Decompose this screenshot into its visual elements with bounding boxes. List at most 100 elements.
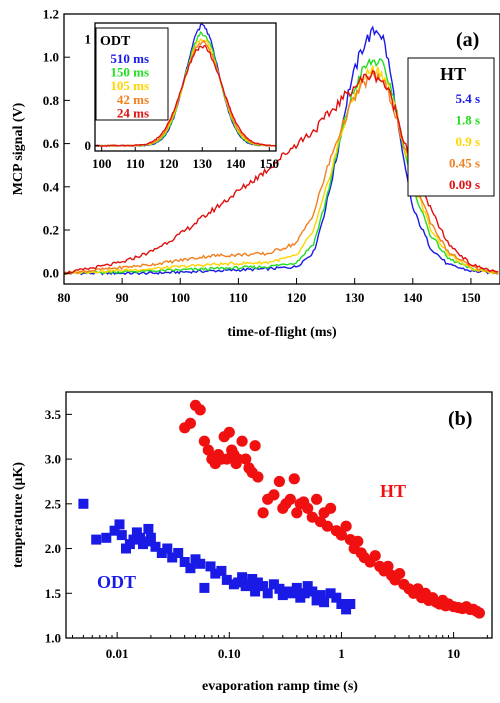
panel-a-y-tick-label: 0.8 [43,93,60,108]
odt-data-point [247,574,258,584]
odt-data-point [199,582,210,593]
inset-series-line [94,45,276,147]
ht-data-point [325,502,337,514]
inset-legend-entry: 42 ms [117,92,149,107]
ht-data-point [335,529,347,541]
ht-data-point [340,520,352,532]
odt-data-point [185,563,196,574]
odt-data-point [128,534,139,545]
ht-data-point [382,560,394,573]
panel-a-xlabel: time-of-flight (ms) [227,325,337,340]
panel-a-x-tick-label: 80 [58,290,71,305]
panel-a-ylabel: MCP signal (V) [11,102,26,195]
odt-data-point [336,599,347,609]
panel-a-legend-entry: 0.09 s [449,177,480,192]
odt-data-point [237,572,248,583]
panel-b-y-tick-label: 3.5 [45,407,62,422]
inset-legend-entry: 510 ms [110,51,149,66]
inset-series [94,23,277,148]
ht-data-point [184,417,196,429]
ht-data-point [240,453,252,465]
odt-data-point [286,588,297,599]
ht-data-point [321,520,333,532]
ht-data-point [302,502,314,514]
inset-ticks: 100 110 120 130 140 150 0 1 [85,32,280,172]
odt-data-point [140,536,151,547]
odt-data-point [210,568,221,579]
odt-data-point [311,595,322,606]
ht-data-point [194,404,206,416]
inset-frame [94,22,277,152]
odt-data-point [156,548,167,558]
panel-a-legend-title: HT [440,64,466,84]
panel-a-series-line [63,65,499,275]
panel-a-legend-entry: 5.4 s [455,91,480,106]
odt-data-point [252,577,263,588]
odt-data-point [116,530,127,541]
odt-data-point [91,534,102,545]
ht-data-point [394,568,406,580]
panel-a-label: (a) [456,29,479,51]
panel-a-series-line [63,69,499,275]
odt-data-point [114,519,125,530]
panel-a-x-tick-label: 100 [171,290,191,305]
panel-a-y-tick-label: 0.4 [43,179,60,194]
panel-b: 0.01 0.10 1 10 1.0 1.5 2.0 2.5 3.0 3.5 (b) HT ODT… [11,391,493,694]
panel-a-frame [63,13,500,285]
panel-b-y-tick-label: 2.5 [45,496,62,511]
panel-b-x-tick-label: 1 [338,646,345,661]
inset-x-tick-label: 140 [226,156,246,171]
odt-data-point [315,590,326,601]
panel-a-y-tick-label: 1.2 [43,7,59,22]
panel-a-series-line [63,57,499,276]
ht-data-point [236,435,248,447]
odt-data-point [233,577,244,588]
odt-data-point [250,586,261,597]
ht-data-point [306,511,318,523]
inset-x-tick-label: 120 [159,156,179,171]
ht-data-point [198,435,210,447]
panel-b-y-tick-label: 3.0 [45,452,61,467]
panel-a-legend-entry: 0.45 s [449,156,480,171]
panel-a-series-line [63,69,499,276]
odt-data-point [131,527,142,538]
panel-a-x-tick-label: 140 [403,290,423,305]
panel-a-x-tick-label: 120 [287,290,307,305]
ht-data-point [257,507,269,519]
panel-a-ticks: 80 90 100 110 120 130 140 150 0.0 0.2 0.4 0.6 0.8 1.0… [43,7,481,306]
panel-b-y-tick-label: 1.5 [45,586,62,601]
panel-a-x-tick-label: 90 [116,290,129,305]
odt-data-point [221,574,232,585]
odt-data-point [195,558,206,569]
inset-legend-entry: 24 ms [117,105,149,120]
panel-b-ticks: 0.01 0.10 1 10 1.0 1.5 2.0 2.5 3.0 3.5 [45,407,488,661]
panel-a-y-tick-label: 0.0 [43,266,59,281]
panel-b-x-tick-label: 0.01 [106,646,129,661]
inset-legend-box [95,27,169,121]
odt-data-point [319,597,330,608]
odt-data-point [274,583,285,594]
inset-x-tick-label: 150 [260,156,280,171]
odt-data-point [291,582,302,593]
panel-a: 80 90 100 110 120 130 140 150 0.0 0.2 0.4 0.6 0.8 1.0… [11,7,500,340]
odt-data-point [101,532,112,543]
odt-data-point [299,588,310,599]
ht-data-point [249,440,261,452]
inset-legend-title: ODT [100,34,131,49]
odt-data-point [307,586,318,597]
inset-x-tick-label: 110 [126,156,145,171]
odt-data-point [78,498,89,509]
panel-a-legend-box [407,57,495,197]
panel-a-y-tick-label: 1.0 [43,50,59,65]
inset-x-tick-label: 130 [193,156,213,171]
panel-b-y-tick-label: 1.0 [45,631,61,646]
panel-a-x-tick-label: 130 [345,290,365,305]
panel-a-y-tick-label: 0.2 [43,223,59,238]
odt-data-point [302,581,313,592]
ht-data-point [284,493,296,505]
panel-b-series [78,399,485,619]
ht-data-point [273,475,285,488]
